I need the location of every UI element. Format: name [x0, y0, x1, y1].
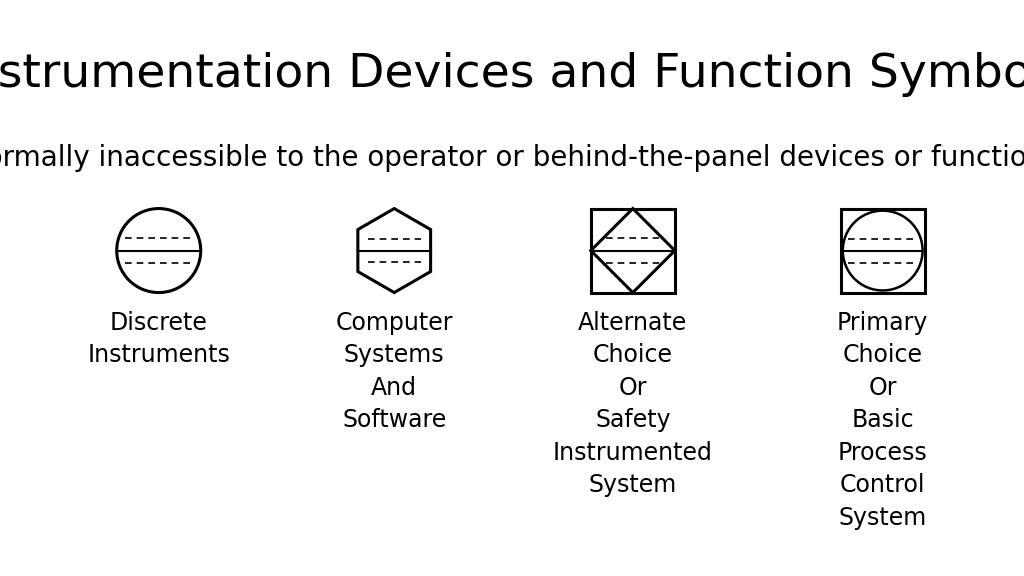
Text: Computer
Systems
And
Software: Computer Systems And Software: [336, 310, 453, 432]
Text: Instrumentation Devices and Function Symbols: Instrumentation Devices and Function Sym…: [0, 52, 1024, 97]
Text: Alternate
Choice
Or
Safety
Instrumented
System: Alternate Choice Or Safety Instrumented …: [553, 310, 713, 497]
Bar: [591, 209, 675, 293]
Bar: [841, 209, 925, 293]
Text: Normally inaccessible to the operator or behind-the-panel devices or functions: Normally inaccessible to the operator or…: [0, 144, 1024, 172]
Text: Primary
Choice
Or
Basic
Process
Control
System: Primary Choice Or Basic Process Control …: [837, 310, 929, 530]
Text: Discrete
Instruments: Discrete Instruments: [87, 310, 230, 367]
